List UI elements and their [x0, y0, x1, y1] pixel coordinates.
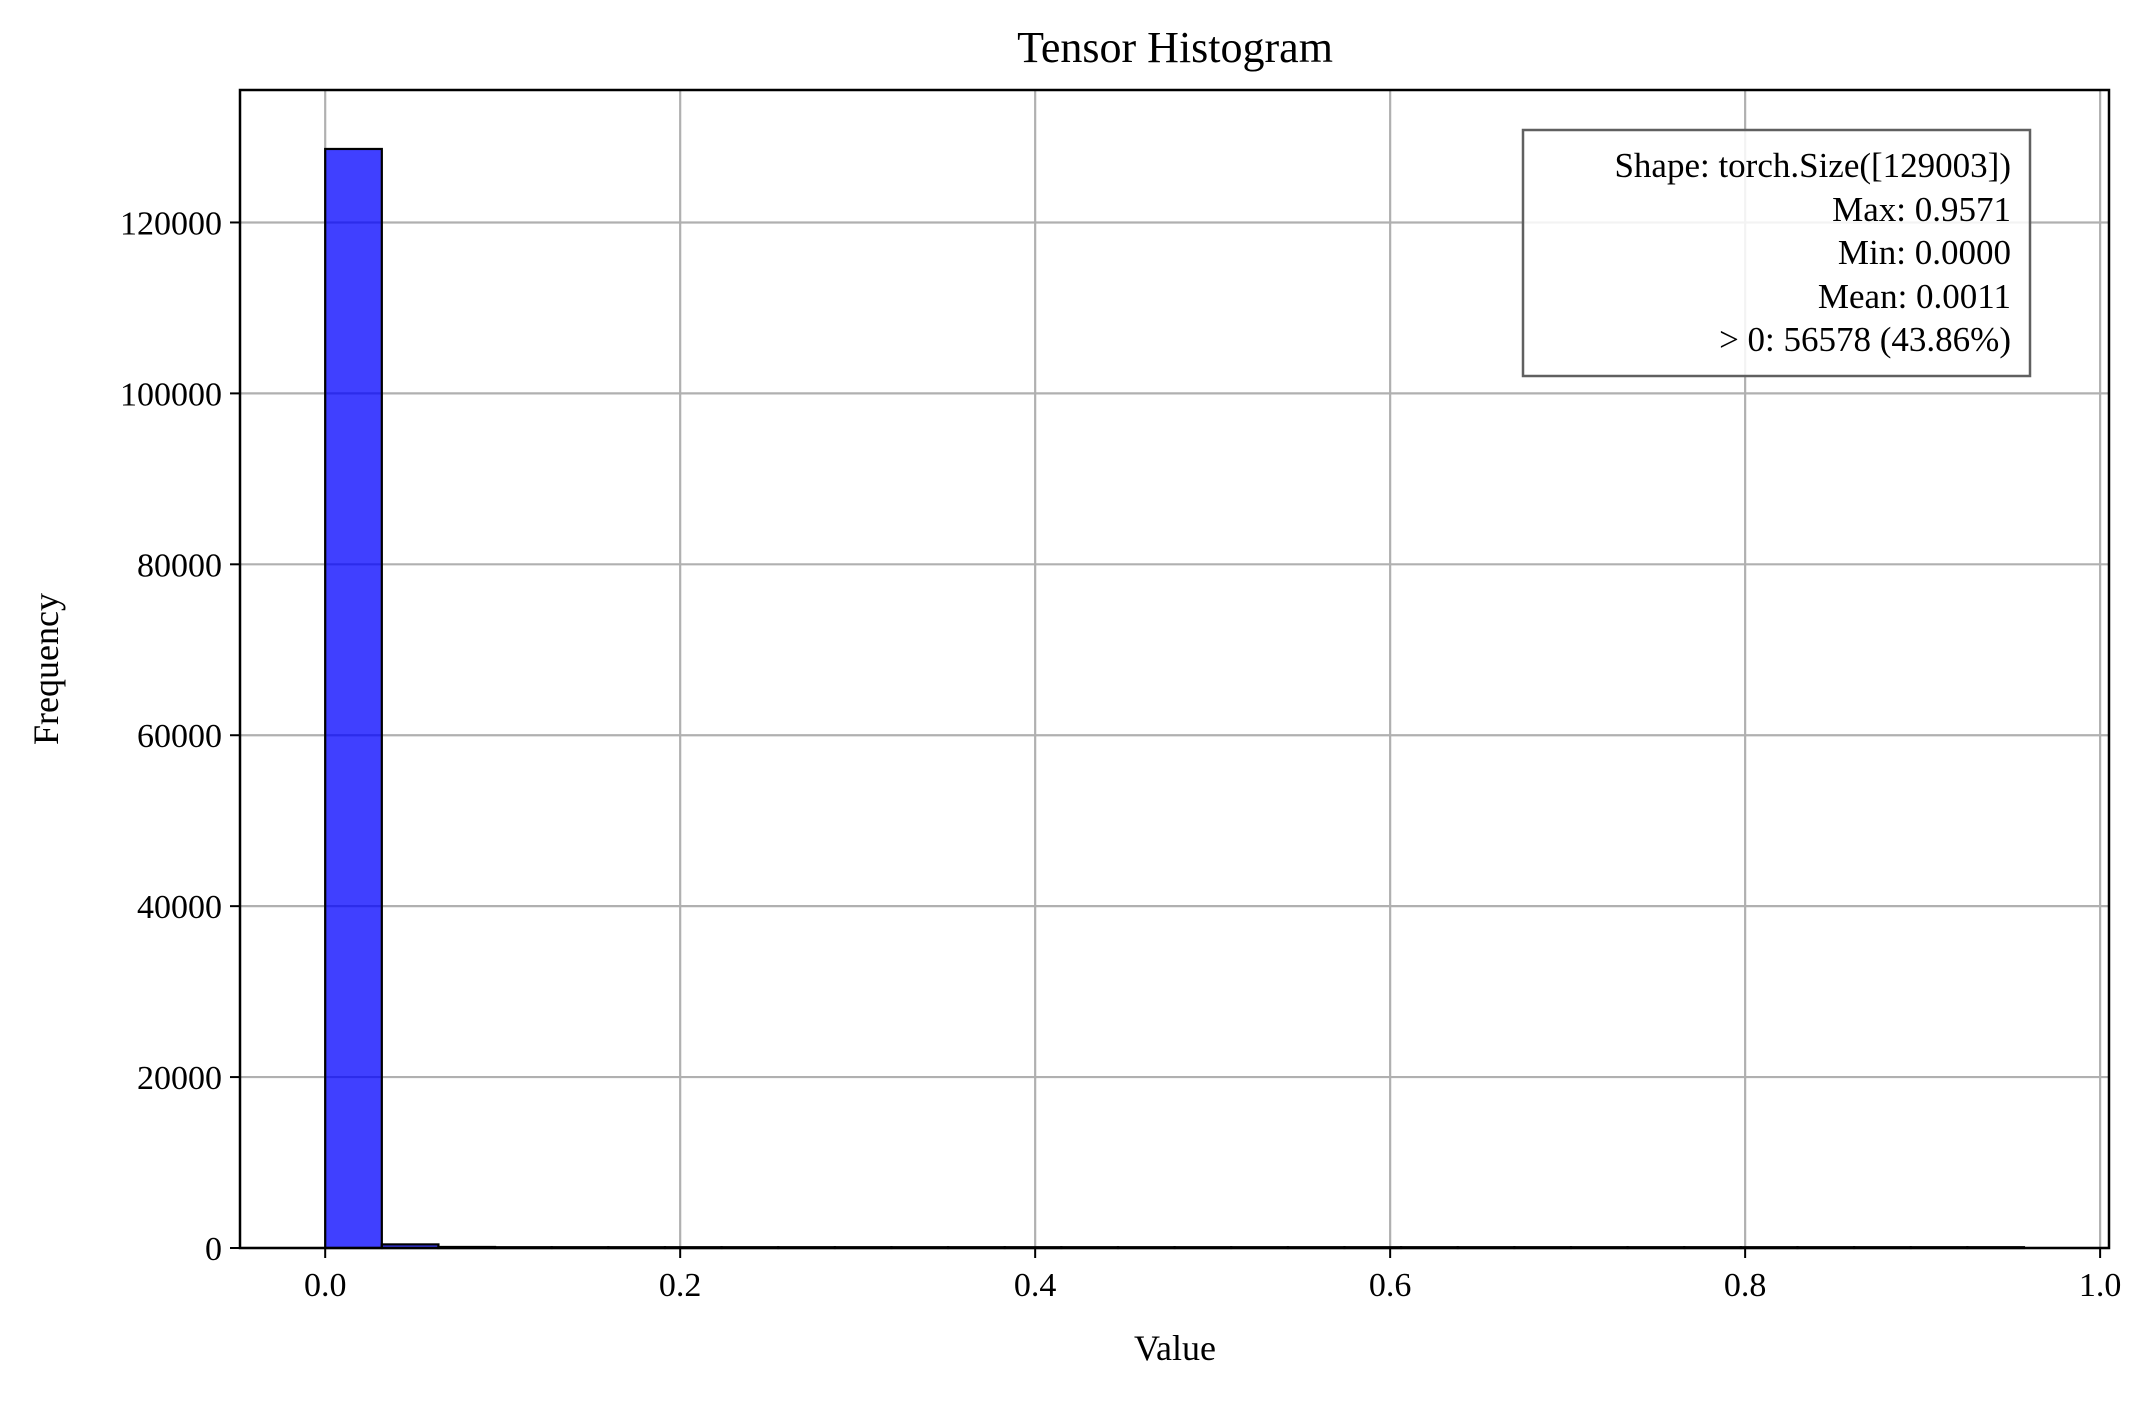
stats-shape-text: Shape: torch.Size([129003]): [1614, 146, 2011, 185]
y-axis-ticks: 0 20000 40000 60000 80000 100000 120000: [120, 205, 240, 1268]
y-tick-label: 60000: [137, 718, 222, 755]
stats-box-frame: [1521, 128, 2032, 378]
y-tick-label: 80000: [137, 547, 222, 584]
stats-annotation-box: Shape: torch.Size([129003]) Max: 0.9571 …: [1521, 128, 2032, 378]
y-tick-label: 20000: [137, 1060, 222, 1097]
stats-min-text: Min: 0.0000: [1838, 233, 2011, 272]
stats-positive-count-text: > 0: 56578 (43.86%): [1719, 320, 2011, 359]
x-axis-label: Value: [1134, 1328, 1216, 1368]
y-tick-label: 100000: [120, 376, 222, 413]
stats-mean-text: Mean: 0.0011: [1818, 277, 2011, 316]
x-tick-label: 0.2: [659, 1267, 702, 1304]
x-tick-label: 0.0: [304, 1267, 347, 1304]
y-tick-label: 120000: [120, 205, 222, 242]
y-tick-label: 0: [205, 1231, 222, 1268]
x-tick-label: 0.4: [1014, 1267, 1057, 1304]
x-tick-label: 0.8: [1724, 1267, 1767, 1304]
y-axis-label: Frequency: [26, 593, 66, 745]
plot-area-frame: [238, 88, 2111, 1250]
x-tick-label: 0.6: [1369, 1267, 1412, 1304]
stats-max-text: Max: 0.9571: [1832, 190, 2011, 229]
x-axis-ticks: 0.0 0.2 0.4 0.6 0.8 1.0: [304, 1248, 2121, 1304]
x-tick-label: 1.0: [2079, 1267, 2122, 1304]
y-tick-label: 40000: [137, 889, 222, 926]
chart-title: Tensor Histogram: [1017, 23, 1333, 72]
histogram-bar: [324, 147, 383, 1250]
